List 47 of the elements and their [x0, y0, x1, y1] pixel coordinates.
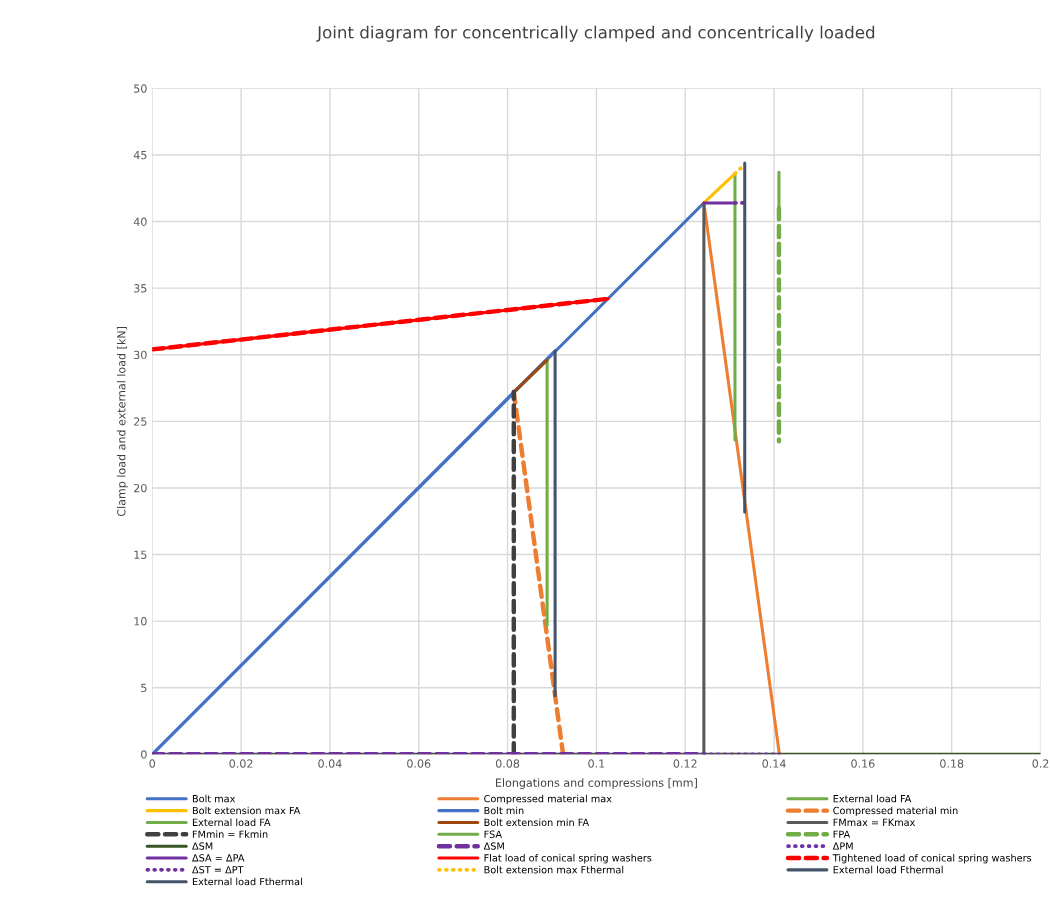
x-tick-label: 0: [149, 759, 156, 768]
x-tick-label: 0.02: [229, 759, 253, 768]
y-axis-title: Clamp load and external load [kN]: [116, 326, 128, 517]
y-tick-label: 25: [134, 417, 147, 426]
y-tick-label: 45: [133, 151, 147, 160]
x-tick-label: 0.18: [940, 759, 964, 768]
legend-label: External load FA: [833, 794, 912, 803]
legend-label: Bolt extension min FA: [484, 818, 590, 827]
legend-label: Compressed material min: [833, 806, 958, 817]
y-tick-label: 40: [133, 217, 147, 226]
x-tick-label: 0.12: [673, 759, 697, 768]
y-tick-label: 0: [141, 750, 147, 759]
y-tick-label: 15: [134, 550, 147, 559]
x-tick-label: 0.06: [407, 759, 431, 768]
legend-label: FPA: [833, 830, 851, 838]
legend-label: Bolt extension max FA: [192, 806, 301, 815]
x-tick-label: 0.2: [1032, 759, 1049, 768]
x-tick-label: 0.04: [318, 759, 342, 768]
y-tick-label: 35: [134, 284, 147, 293]
legend-label: External load Fthermal: [833, 865, 943, 874]
legend-label: FMmin = Fkmin: [192, 830, 268, 838]
x-tick-label: 0.1: [588, 759, 605, 768]
legend-label: External load Fthermal: [192, 877, 302, 886]
legend-label: ΔSM: [483, 842, 504, 850]
legend-label: FSA: [484, 830, 502, 838]
y-tick-label: 5: [141, 683, 147, 693]
legend-label: Compressed material max: [484, 794, 612, 805]
y-tick-label: 30: [134, 350, 147, 360]
legend-label: External load FA: [192, 818, 271, 827]
legend-label: Bolt min: [484, 806, 524, 815]
legend-label: ΔSA = ΔPA: [192, 854, 245, 862]
legend-label: Bolt extension max Fthermal: [484, 865, 624, 874]
y-tick-label: 10: [134, 617, 147, 626]
y-tick-label: 20: [134, 483, 147, 493]
legend-label: ΔST = ΔPT: [192, 866, 244, 874]
legend-label: Tightened load of conical spring washers: [832, 854, 1032, 864]
legend-label: FMmax = FKmax: [833, 818, 916, 827]
legend-label: Flat load of conical spring washers: [484, 854, 652, 864]
chart-title: Joint diagram for concentrically clamped and concentrically loaded: [316, 25, 875, 42]
x-tick-label: 0.08: [495, 759, 520, 768]
legend-label: ΔSM: [192, 842, 213, 850]
y-tick-label: 50: [134, 84, 147, 93]
legend-label: Bolt max: [192, 794, 236, 803]
x-axis-title: Elongations and compressions [mm]: [496, 778, 697, 790]
legend-label: ΔPM: [832, 842, 853, 850]
x-tick-label: 0.16: [851, 759, 875, 768]
x-tick-label: 0.14: [762, 759, 786, 768]
